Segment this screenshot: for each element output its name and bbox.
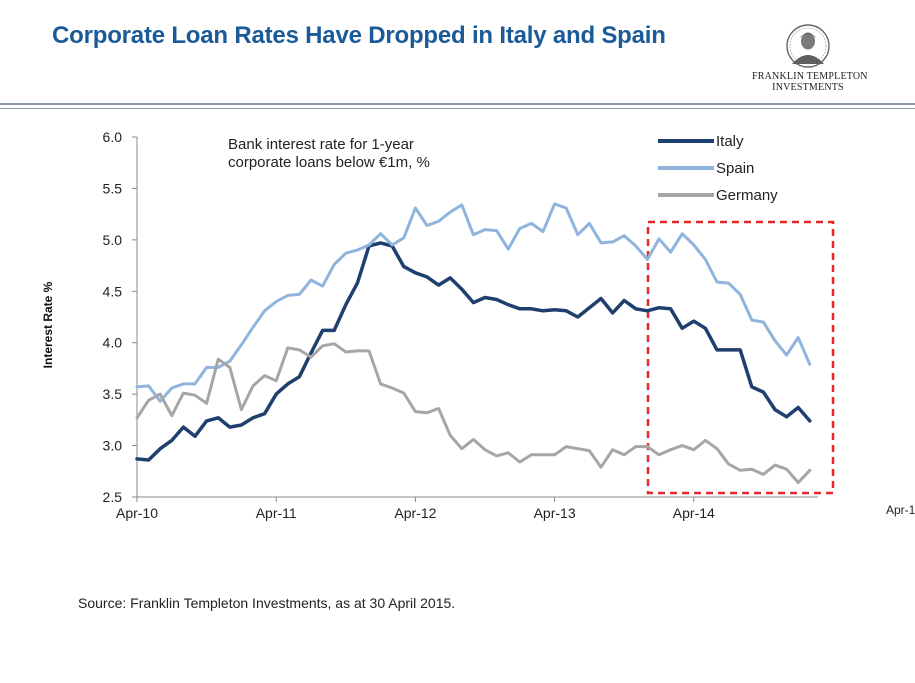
page-title: Corporate Loan Rates Have Dropped in Ita… <box>52 22 666 49</box>
logo-line-1: FRANKLIN TEMPLETON <box>752 71 868 82</box>
logo-line-2: INVESTMENTS <box>772 82 844 93</box>
y-tick-label: 2.5 <box>103 489 123 505</box>
x-tick-label: Apr-13 <box>534 505 576 521</box>
series-line-germany <box>135 342 812 485</box>
series-line-spain <box>135 202 812 403</box>
header-divider <box>0 103 915 105</box>
y-tick-label: 5.0 <box>103 232 123 248</box>
x-tick-label: Apr-12 <box>394 505 436 521</box>
y-tick-label: 4.5 <box>103 283 123 299</box>
legend-label-germany: Germany <box>716 187 778 204</box>
x-tick-label: Apr-10 <box>116 505 158 521</box>
source-note: Source: Franklin Templeton Investments, … <box>78 595 456 611</box>
portrait-emblem-icon <box>786 24 830 68</box>
x-tick-label: Apr-15 <box>886 503 915 517</box>
series-line-italy <box>135 241 812 462</box>
y-tick-label: 3.5 <box>103 386 123 402</box>
header-divider-thin <box>0 108 915 109</box>
chart-series <box>135 202 812 485</box>
legend-label-spain: Spain <box>716 160 754 177</box>
y-axis-title: Interest Rate % <box>41 281 55 368</box>
y-tick-label: 5.5 <box>103 180 123 196</box>
annotation-line-2: corporate loans below €1m, % <box>228 154 430 171</box>
company-logo: FRANKLIN TEMPLETON INVESTMENTS <box>752 24 868 96</box>
y-tick-label: 6.0 <box>103 129 123 145</box>
x-tick-label: Apr-14 <box>673 505 715 521</box>
chart-legend: Italy Spain Germany <box>658 133 778 204</box>
x-tick-label: Apr-11 <box>256 505 297 521</box>
annotation-line-1: Bank interest rate for 1-year <box>228 136 414 153</box>
legend-label-italy: Italy <box>716 133 744 150</box>
y-tick-label: 3.0 <box>103 438 123 454</box>
y-tick-label: 4.0 <box>103 335 123 351</box>
